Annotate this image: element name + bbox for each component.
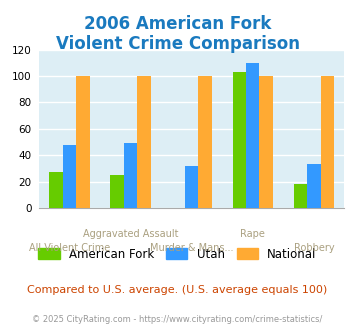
Bar [137, 76, 151, 208]
Text: 2006 American Fork: 2006 American Fork [84, 15, 271, 33]
Bar [198, 76, 212, 208]
Bar [260, 76, 273, 208]
Bar [76, 76, 90, 208]
Legend: American Fork, Utah, National: American Fork, Utah, National [34, 243, 321, 265]
Text: Aggravated Assault: Aggravated Assault [83, 229, 179, 239]
Text: Robbery: Robbery [294, 243, 334, 252]
Bar [246, 63, 260, 208]
Text: Rape: Rape [240, 229, 265, 239]
Bar [49, 172, 63, 208]
Text: Violent Crime Comparison: Violent Crime Comparison [55, 35, 300, 53]
Bar [233, 72, 246, 208]
Text: Compared to U.S. average. (U.S. average equals 100): Compared to U.S. average. (U.S. average … [27, 285, 328, 295]
Text: Murder & Mans...: Murder & Mans... [150, 243, 234, 252]
Bar [185, 166, 198, 208]
Bar [294, 184, 307, 208]
Bar [110, 175, 124, 208]
Bar [124, 143, 137, 208]
Bar [321, 76, 334, 208]
Bar [307, 164, 321, 208]
Bar [63, 145, 76, 208]
Text: © 2025 CityRating.com - https://www.cityrating.com/crime-statistics/: © 2025 CityRating.com - https://www.city… [32, 315, 323, 324]
Text: All Violent Crime: All Violent Crime [29, 243, 110, 252]
